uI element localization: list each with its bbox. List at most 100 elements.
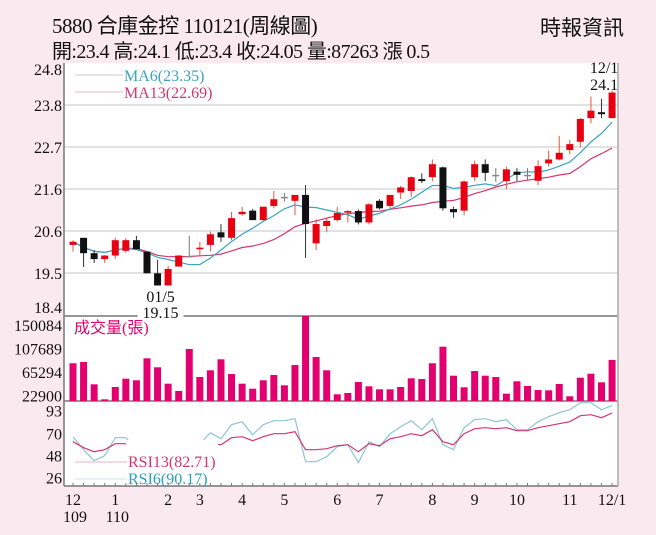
- volume-bar: [164, 383, 172, 401]
- volume-bar: [69, 363, 77, 401]
- volume-bar: [122, 378, 130, 401]
- candle-body: [524, 174, 532, 177]
- x-month-label: 9: [471, 492, 479, 509]
- candle-body: [280, 196, 288, 199]
- rsi6-legend: RSI6(90.17): [128, 471, 208, 488]
- volume-bar: [333, 394, 341, 401]
- candle-body: [471, 164, 479, 178]
- price-tick-label: 20.6: [34, 224, 62, 241]
- volume-bar: [534, 389, 542, 401]
- price-tick-label: 19.5: [34, 266, 62, 283]
- candle-body: [566, 144, 574, 151]
- rsi-tick-label: 26: [46, 471, 62, 488]
- volume-bar: [270, 375, 278, 401]
- volume-bar: [418, 379, 426, 401]
- candle-body: [439, 167, 447, 209]
- volume-bar: [513, 381, 521, 401]
- ma13-legend: MA13(22.69): [124, 85, 212, 102]
- volume-tick-label: 150084: [14, 318, 62, 335]
- volume-bar: [354, 381, 362, 401]
- candle-body: [460, 181, 468, 211]
- candle-body: [576, 118, 584, 142]
- candle-body: [365, 204, 373, 223]
- candle-body: [397, 187, 405, 193]
- candle-body: [323, 220, 331, 227]
- ma6-legend: MA6(23.35): [124, 68, 204, 85]
- candle-body: [259, 206, 267, 221]
- ohlc-summary: 開:23.4 高:24.1 低:23.4 收:24.05 量:87263 漲 0…: [52, 41, 430, 63]
- candle-body: [196, 247, 204, 250]
- volume-bar: [481, 375, 489, 401]
- volume-bar: [302, 316, 310, 401]
- candle-body: [206, 234, 214, 245]
- candle-body: [164, 268, 172, 286]
- x-month-label: 10: [509, 492, 525, 509]
- candle-body: [534, 166, 542, 181]
- volume-bar: [238, 383, 246, 401]
- candle-body: [386, 194, 394, 206]
- chart-title: 5880 合庫金控 110121(周線圖): [52, 14, 318, 38]
- candle-body: [111, 240, 119, 256]
- high-date-annotation: 12/1: [590, 60, 618, 77]
- rsi13-legend: RSI13(82.71): [128, 454, 216, 471]
- candle-body: [513, 171, 521, 175]
- volume-bar: [471, 371, 479, 401]
- candle-body: [270, 199, 278, 206]
- volume-bar: [228, 374, 236, 401]
- candle-body: [143, 251, 151, 274]
- volume-bar: [323, 370, 331, 401]
- volume-bar: [428, 363, 436, 401]
- x-month-label: 12/1: [598, 492, 626, 509]
- volume-bar: [608, 359, 616, 401]
- source-label: 時報資訊: [540, 16, 624, 40]
- volume-bar: [555, 383, 563, 401]
- volume-bar: [175, 390, 183, 401]
- volume-bar: [280, 385, 288, 401]
- volume-bar: [101, 399, 109, 401]
- candle-body: [185, 255, 193, 258]
- rsi-tick-label: 70: [46, 427, 62, 444]
- volume-bar: [397, 386, 405, 401]
- price-tick-label: 21.6: [34, 182, 62, 199]
- candle-body: [312, 224, 320, 244]
- volume-bar: [249, 388, 257, 401]
- rsi-tick-label: 93: [46, 404, 62, 421]
- ma13-line: [72, 147, 613, 258]
- candle-body: [492, 174, 500, 177]
- candle-body: [122, 240, 130, 251]
- x-month-label: 5: [280, 492, 288, 509]
- volume-bar: [598, 382, 605, 401]
- candle-body: [291, 194, 299, 201]
- candle-body: [418, 179, 426, 182]
- volume-bar: [439, 346, 447, 401]
- volume-legend: 成交量(張): [74, 319, 149, 337]
- candle-body: [555, 152, 563, 160]
- rsi-legend-background: [126, 440, 218, 484]
- volume-bar: [587, 373, 595, 401]
- price-tick-label: 23.8: [34, 98, 62, 115]
- x-month-label: 7: [376, 492, 384, 509]
- volume-bar: [545, 390, 553, 401]
- x-month-label: 1: [111, 492, 119, 509]
- x-month-label: 8: [428, 492, 436, 509]
- candle-body: [502, 169, 510, 182]
- volume-bar: [154, 367, 162, 401]
- volume-bar: [376, 389, 384, 401]
- volume-bar: [344, 392, 352, 401]
- candle-body: [481, 164, 489, 173]
- volume-bar: [365, 386, 373, 401]
- high-value-annotation: 24.1: [590, 77, 618, 94]
- candle-body: [132, 240, 140, 250]
- volume-bar: [291, 365, 299, 401]
- candle-body: [80, 237, 88, 254]
- volume-bar: [312, 357, 320, 401]
- volume-bar: [386, 389, 394, 401]
- annotation-background: [137, 304, 184, 318]
- x-month-label: 4: [238, 492, 246, 509]
- volume-tick-label: 22900: [22, 389, 62, 406]
- volume-bar: [80, 362, 88, 401]
- x-month-label: 11: [562, 492, 577, 509]
- x-month-label: 6: [333, 492, 341, 509]
- candle-body: [302, 194, 310, 225]
